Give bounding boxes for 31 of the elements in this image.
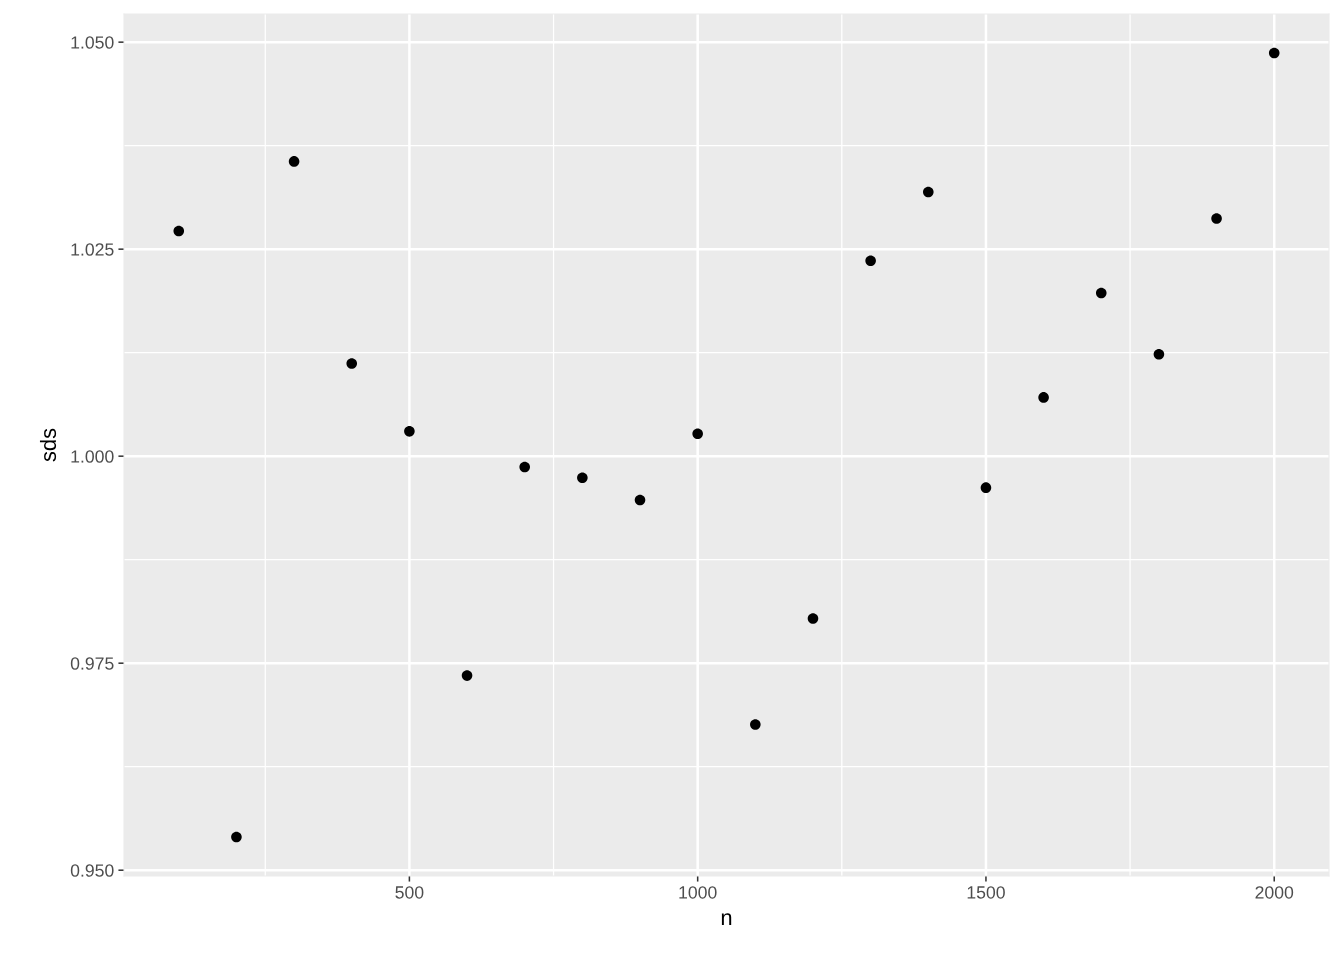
x-tick-label: 1500 — [967, 886, 1005, 899]
x-tick-label: 2000 — [1255, 886, 1294, 899]
x-axis-title: n — [721, 913, 732, 926]
y-tick-label: 1.025 — [71, 243, 114, 256]
point — [519, 461, 530, 473]
point — [461, 670, 473, 681]
point — [865, 255, 876, 267]
y-axis-title: sds — [39, 428, 57, 462]
point — [980, 482, 992, 493]
point — [288, 156, 300, 167]
x-tick-label: 500 — [395, 886, 424, 899]
point — [692, 428, 703, 440]
point — [404, 426, 415, 437]
point — [634, 494, 646, 506]
point — [577, 472, 588, 483]
y-tick-label: 0.975 — [70, 657, 114, 670]
point — [1095, 287, 1107, 299]
point — [923, 186, 934, 198]
point — [1153, 349, 1165, 360]
point — [750, 719, 761, 730]
point — [346, 358, 358, 369]
point — [1038, 392, 1049, 403]
point — [1211, 213, 1222, 224]
point — [173, 225, 185, 237]
point — [1268, 47, 1280, 59]
point — [807, 613, 819, 624]
x-tick-label: 1000 — [679, 886, 717, 899]
y-tick-label: 0.950 — [70, 864, 114, 877]
point — [231, 831, 242, 843]
y-tick-label: 1.000 — [71, 450, 114, 463]
y-tick-label: 1.050 — [71, 36, 114, 49]
